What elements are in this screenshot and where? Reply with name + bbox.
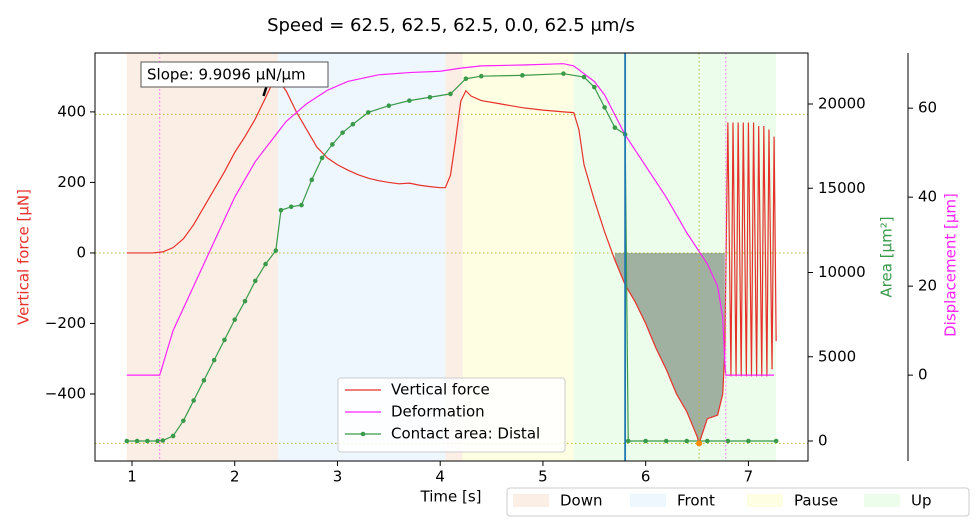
x-tick-label: 7 xyxy=(744,468,754,486)
series-marker xyxy=(350,121,356,127)
series-marker xyxy=(463,76,469,82)
series-marker xyxy=(520,73,525,78)
series-marker xyxy=(386,103,392,108)
series-marker xyxy=(592,84,597,90)
y-tick-label: 0 xyxy=(76,243,86,261)
series-marker xyxy=(319,155,325,161)
series-marker xyxy=(448,91,453,97)
force-fill xyxy=(614,252,725,444)
series-marker xyxy=(561,71,566,76)
series-marker xyxy=(309,177,315,183)
legend-label: Contact area: Distal xyxy=(391,425,540,443)
legend-label: Deformation xyxy=(391,403,485,421)
series-marker xyxy=(252,278,258,284)
phase-legend-box xyxy=(506,487,970,517)
series-marker xyxy=(191,398,196,403)
series-marker xyxy=(145,438,150,444)
series-marker xyxy=(124,438,130,444)
series-marker xyxy=(643,438,648,444)
y2-tick-label: 15000 xyxy=(818,179,866,197)
y3-tick-label: 60 xyxy=(918,99,937,117)
phase-legend-swatch xyxy=(513,494,549,507)
y3-tick-label: 40 xyxy=(918,188,937,206)
phase-legend-label: Front xyxy=(677,492,715,510)
series-marker xyxy=(211,357,217,363)
y-tick-label: −400 xyxy=(45,384,86,402)
y-tick-label: 200 xyxy=(57,173,86,191)
series-line xyxy=(126,73,777,442)
legend-box xyxy=(337,377,566,453)
x-tick-label: 1 xyxy=(127,468,137,486)
x-tick-label: 2 xyxy=(230,468,240,486)
series-marker xyxy=(232,317,238,322)
y-tick-label: −200 xyxy=(45,314,86,332)
y-axis-label: Vertical force [μN] xyxy=(15,189,33,325)
series-marker xyxy=(746,438,751,444)
series-marker xyxy=(155,438,160,444)
series-marker xyxy=(705,438,710,444)
plot-layer xyxy=(95,53,808,461)
y2-tick-label: 10000 xyxy=(818,263,866,281)
series-marker xyxy=(684,438,690,444)
series-marker xyxy=(602,105,607,110)
series-marker xyxy=(263,261,268,267)
series-line xyxy=(126,79,777,446)
series-marker xyxy=(201,378,207,383)
phase-legend-swatch xyxy=(864,494,900,507)
legend-marker xyxy=(360,431,366,437)
legend-label: Vertical force xyxy=(391,381,490,399)
series-marker xyxy=(427,94,433,100)
series-marker xyxy=(773,438,779,444)
axes-layer: Slope: 9.9096 μN/μm1 2 3 4 5 6 7−400−200020040… xyxy=(45,52,970,517)
y-tick-label: 400 xyxy=(57,102,86,120)
x-tick-label: 5 xyxy=(538,468,548,486)
series-line xyxy=(126,63,775,376)
series-marker xyxy=(625,438,631,444)
phase-legend-label: Down xyxy=(560,492,603,510)
phase-legend-swatch xyxy=(747,494,783,507)
annotation: Slope: 9.9096 μN/μm xyxy=(147,66,306,84)
y3-tick-label: 0 xyxy=(918,366,928,384)
series-marker xyxy=(365,110,371,115)
series-marker xyxy=(478,73,484,79)
y2-tick-label: 20000 xyxy=(818,95,866,113)
series-marker xyxy=(612,125,618,130)
phase-legend-label: Pause xyxy=(794,492,838,510)
phase-legend-swatch xyxy=(630,494,666,507)
series-marker xyxy=(725,438,731,444)
series-marker xyxy=(663,438,669,444)
series-marker xyxy=(330,142,335,147)
series-marker xyxy=(170,433,176,439)
series-marker xyxy=(278,207,284,213)
series-marker xyxy=(273,248,279,253)
series-marker xyxy=(160,438,166,443)
annotation-box xyxy=(140,61,329,88)
x-tick-label: 4 xyxy=(435,468,445,486)
x-tick-label: 6 xyxy=(641,468,651,486)
series-marker xyxy=(407,98,412,103)
phase-span xyxy=(126,53,278,461)
chart-title: Speed = 62.5, 62.5, 62.5, 0.0, 62.5 μm/s xyxy=(267,15,635,36)
y2-axis-label: Area [μm²] xyxy=(878,216,896,297)
plot-frame xyxy=(94,52,809,462)
x-axis-label: Time [s] xyxy=(420,488,482,506)
phase-legend-label: Up xyxy=(911,492,932,510)
y2-tick-label: 5000 xyxy=(818,347,856,365)
y2-tick-label: 0 xyxy=(818,431,828,449)
series-marker xyxy=(242,298,248,304)
series-marker xyxy=(288,204,294,210)
y3-tick-label: 20 xyxy=(918,277,937,295)
x-tick-label: 3 xyxy=(333,468,343,486)
series-marker xyxy=(340,130,345,135)
series-marker xyxy=(581,74,587,80)
series-marker xyxy=(134,438,140,444)
series-marker xyxy=(299,202,304,208)
y3-axis-label: Displacement [μm] xyxy=(942,193,960,337)
phase-span xyxy=(445,53,463,461)
series-marker xyxy=(222,337,227,343)
min-marker xyxy=(696,440,703,447)
series-marker xyxy=(181,418,186,424)
